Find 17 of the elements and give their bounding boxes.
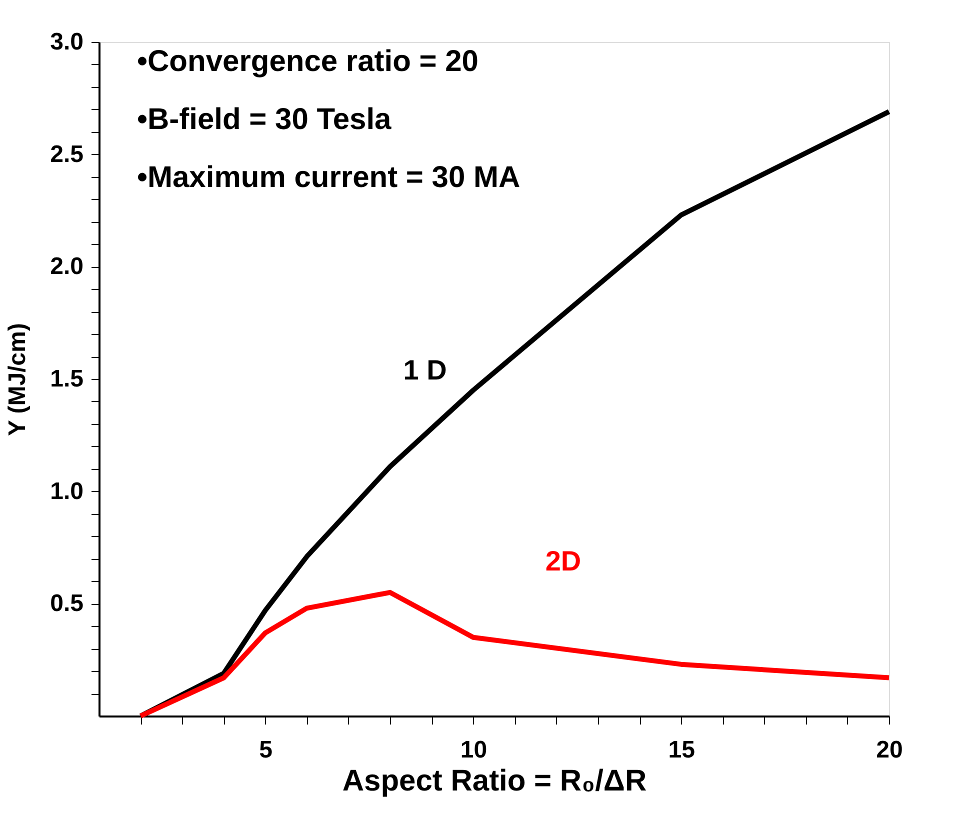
annotation: •Maximum current = 30 MA — [137, 161, 520, 194]
series-label: 1 D — [403, 354, 447, 386]
x-tick-label: 10 — [460, 736, 488, 764]
y-axis-title: Y (MJ/cm) — [4, 323, 32, 436]
y-tick-label: 1.5 — [50, 366, 84, 392]
y-tick-label: 2.0 — [50, 253, 84, 280]
y-tick-label: 2.5 — [50, 140, 84, 168]
y-tick-label: 3.0 — [50, 28, 84, 56]
x-tick-label: 15 — [668, 736, 695, 764]
y-tick-label: 1.0 — [50, 478, 84, 505]
annotation: •B-field = 30 Tesla — [137, 103, 392, 136]
x-tick-label: 20 — [876, 736, 903, 764]
x-axis-title: Aspect Ratio = R₀/ΔR — [342, 764, 647, 798]
annotation: •Convergence ratio = 20 — [137, 45, 478, 78]
text: 2D — [545, 545, 582, 576]
x-tick-label: 5 — [259, 736, 272, 764]
y-tick-label: 0.5 — [50, 590, 84, 618]
